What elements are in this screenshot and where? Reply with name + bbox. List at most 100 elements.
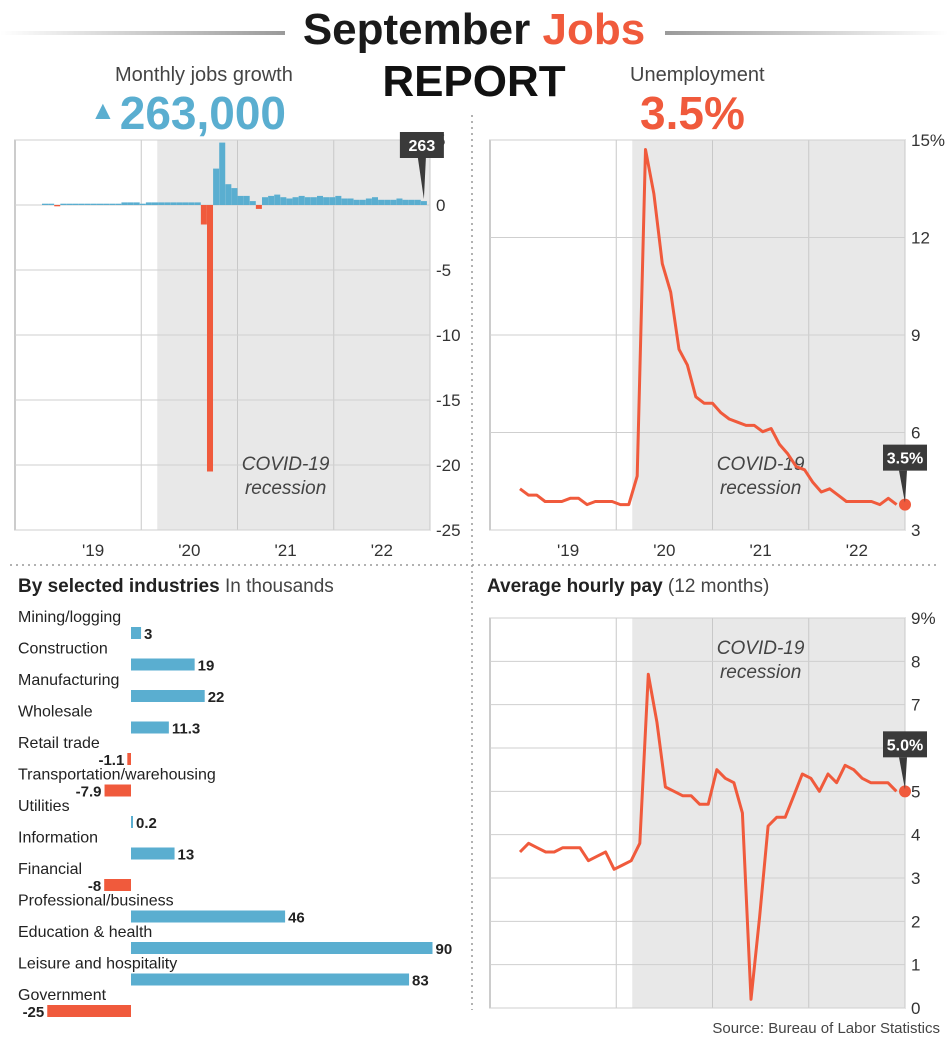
jobs-bar: [261, 197, 269, 205]
source-note: Source: Bureau of Labor Statistics: [712, 1020, 940, 1037]
x-tick-label: '21: [750, 1019, 772, 1020]
jobs-growth-value: ▲263,000: [90, 86, 286, 140]
y-tick-label: 3: [911, 521, 920, 540]
jobs-bar: [176, 202, 183, 205]
jobs-bar: [164, 202, 171, 205]
jobs-bar: [219, 142, 226, 205]
industry-bar: [131, 942, 433, 954]
y-tick-label: 8: [911, 652, 920, 671]
callout-pointer: [899, 470, 907, 503]
jobs-bar: [48, 203, 55, 205]
industry-label: Government: [18, 987, 107, 1004]
jobs-bar: [139, 203, 146, 205]
industry-label: Information: [18, 830, 98, 847]
jobs-bar: [41, 203, 49, 205]
industry-value: 19: [198, 658, 215, 675]
industry-value: 13: [178, 847, 195, 864]
jobs-bar: [298, 195, 305, 205]
jobs-bar: [274, 194, 281, 205]
data-line: [518, 672, 898, 1001]
industries-chart: Mining/logging 3 Construction 19 Manufacturi…: [18, 609, 452, 1020]
jobs-bar: [54, 205, 61, 207]
jobs-bar: [310, 197, 317, 205]
jobs-bar: [249, 201, 256, 205]
jobs-bar: [127, 202, 134, 205]
callout-box: [399, 132, 444, 158]
page-title: September Jobs: [0, 4, 948, 56]
callout-box: [883, 444, 927, 471]
industry-bar: [131, 721, 169, 734]
jobs-bar: [316, 195, 324, 205]
jobs-bar: [408, 199, 415, 205]
latest-point: [899, 498, 911, 511]
y-tick-label: 7: [911, 696, 920, 715]
industry-label: Transportation/warehousing: [18, 767, 216, 784]
industry-label: Education & health: [18, 924, 152, 941]
jobs-bar: [194, 202, 201, 205]
jobs-bar: [90, 203, 97, 205]
industry-value: 11.3: [172, 721, 200, 738]
jobs-bar: [341, 198, 348, 205]
jobs-bar: [72, 203, 79, 205]
jobs-bar: [323, 197, 330, 205]
y-tick-label: 15%: [911, 131, 945, 150]
industry-bar: [47, 1005, 131, 1017]
callout-label: 3.5%: [887, 451, 923, 468]
industry-label: Professional/business: [18, 893, 174, 910]
recession-label-line2: recession: [720, 662, 801, 683]
jobs-bar: [414, 199, 421, 205]
industry-bar: [131, 627, 142, 639]
jobs-bar: [231, 188, 238, 205]
y-tick-label: 12: [911, 229, 930, 248]
industries-title-text: By selected industries: [18, 576, 220, 597]
jobs-bar: [96, 203, 104, 205]
industry-value: -1.1: [98, 752, 124, 769]
y-tick-label: 6: [911, 424, 920, 443]
jobs-bar: [402, 199, 409, 205]
jobs-bar: [121, 202, 128, 205]
latest-point: [899, 785, 911, 798]
page-title-line2: REPORT: [382, 57, 566, 106]
jobs-bar: [182, 202, 189, 205]
jobs-bar: [243, 195, 250, 205]
x-tick-label: '21: [750, 541, 772, 560]
x-tick-label: '20: [653, 541, 675, 560]
recession-label-line1: COVID-19: [242, 454, 330, 475]
jobs-bar: [213, 168, 220, 205]
industry-label: Utilities: [18, 798, 70, 815]
jobs-growth-label: Monthly jobs growth: [115, 64, 293, 86]
jobs-bar: [304, 197, 311, 205]
jobs-bar: [280, 197, 287, 205]
jobs-bar: [60, 203, 67, 205]
industry-bar: [131, 910, 286, 923]
jobs-bar: [286, 198, 293, 205]
industry-bar: [131, 816, 133, 828]
callout-box: [883, 731, 927, 758]
unemployment-label: Unemployment: [630, 64, 765, 86]
industry-label: Manufacturing: [18, 672, 119, 689]
recession-label-line1: COVID-19: [717, 638, 805, 659]
jobs-bar: [151, 202, 159, 205]
unemployment-chart: 15% 12 9 6 3 '19 '20 '21 '22 COVID-19 recession 3.5…: [489, 131, 945, 560]
recession-label-line2: recession: [245, 478, 326, 499]
industry-value: -7.9: [76, 784, 102, 801]
pay-units: (12 months): [667, 576, 770, 597]
jobs-bar: [255, 205, 262, 209]
jobs-bar: [109, 203, 116, 205]
y-tick-label: -20: [436, 456, 461, 475]
pay-title-text: Average hourly pay: [487, 576, 663, 597]
header-rule-left: [0, 31, 285, 35]
y-tick-label: -15: [436, 391, 461, 410]
jobs-bar: [66, 203, 73, 205]
x-tick-label: '20: [653, 1019, 675, 1020]
jobs-growth-chart: 50-5-10-15-20-25'19'20'21'22COVID-19rece…: [14, 131, 461, 560]
x-tick-label: '19: [557, 1019, 579, 1020]
industry-value: -8: [88, 878, 101, 895]
title-word-1: September: [302, 5, 543, 54]
jobs-bar: [78, 203, 85, 205]
jobs-bar: [378, 199, 385, 205]
jobs-bar: [84, 203, 91, 205]
recession-label-line2: recession: [720, 478, 801, 499]
callout-label: 5.0%: [887, 737, 923, 754]
jobs-bar: [115, 203, 122, 205]
